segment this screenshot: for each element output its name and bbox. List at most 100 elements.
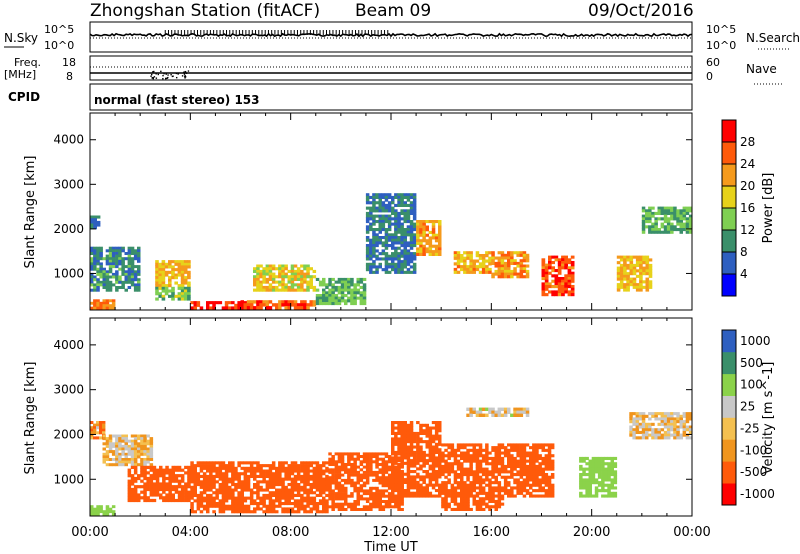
data-cell xyxy=(412,459,417,463)
data-cell xyxy=(111,306,116,310)
data-cell xyxy=(400,461,404,465)
data-cell xyxy=(287,275,291,279)
data-cell xyxy=(369,468,373,472)
data-cell xyxy=(491,459,495,463)
data-cell xyxy=(365,214,370,218)
data-cell xyxy=(441,467,445,471)
data-cell xyxy=(679,225,683,229)
data-cell xyxy=(284,300,288,304)
data-cell xyxy=(96,215,101,219)
data-cell xyxy=(281,303,285,307)
data-cell xyxy=(99,301,103,305)
data-cell xyxy=(409,260,414,264)
data-cell xyxy=(406,209,411,213)
data-cell xyxy=(478,262,483,266)
data-cell xyxy=(133,286,138,289)
data-cell xyxy=(475,254,480,258)
data-cell xyxy=(585,462,589,466)
data-cell xyxy=(256,496,260,500)
data-cell xyxy=(406,195,411,199)
data-cell xyxy=(193,464,197,468)
data-cell xyxy=(190,469,194,473)
data-cell xyxy=(570,266,575,270)
data-cell xyxy=(372,198,376,202)
data-cell xyxy=(325,285,329,289)
data-cell xyxy=(391,486,395,490)
data-cell xyxy=(447,464,451,468)
data-cell xyxy=(249,493,254,497)
data-cell xyxy=(381,252,386,256)
data-cell xyxy=(516,253,520,257)
data-cell xyxy=(400,203,404,207)
data-cell xyxy=(309,461,313,465)
data-cell xyxy=(271,303,276,307)
data-cell xyxy=(529,456,533,460)
data-cell xyxy=(115,249,119,253)
data-cell xyxy=(579,491,583,495)
data-cell xyxy=(312,469,317,473)
data-cell xyxy=(93,254,97,258)
data-cell xyxy=(507,489,511,493)
data-cell xyxy=(306,472,310,476)
data-cell xyxy=(663,420,668,424)
data-cell xyxy=(444,462,448,466)
data-cell xyxy=(224,504,229,508)
data-cell xyxy=(199,510,204,514)
data-cell xyxy=(265,272,270,276)
data-cell xyxy=(118,460,122,464)
data-cell xyxy=(438,440,442,444)
data-cell xyxy=(202,499,207,503)
data-cell xyxy=(259,264,263,268)
data-cell xyxy=(538,446,542,450)
data-cell xyxy=(237,477,241,481)
data-cell xyxy=(108,257,113,261)
data-cell xyxy=(224,499,229,503)
data-cell xyxy=(268,300,273,304)
data-cell xyxy=(353,465,357,469)
data-cell xyxy=(494,486,498,490)
noise-right-label: N.Search xyxy=(746,31,800,45)
data-cell xyxy=(438,459,442,463)
data-cell xyxy=(497,451,502,455)
data-cell xyxy=(645,261,650,265)
data-cell xyxy=(187,260,191,264)
data-cell xyxy=(532,470,536,474)
data-cell xyxy=(538,489,542,493)
noise-right-tick-bottom: 10^0 xyxy=(706,39,736,52)
data-cell xyxy=(400,434,404,438)
data-cell xyxy=(365,254,370,258)
data-cell xyxy=(206,469,210,473)
freq-point xyxy=(152,77,154,79)
data-cell xyxy=(96,423,100,427)
data-cell xyxy=(651,414,655,418)
data-cell xyxy=(256,466,260,470)
data-cell xyxy=(497,413,502,417)
data-cell xyxy=(444,507,448,511)
data-cell xyxy=(387,254,392,258)
data-cell xyxy=(378,228,382,232)
data-cell xyxy=(365,465,370,469)
data-cell xyxy=(177,482,182,486)
data-cell xyxy=(425,247,429,251)
data-cell xyxy=(387,460,392,464)
data-cell xyxy=(149,463,154,467)
data-cell xyxy=(660,436,665,440)
data-cell xyxy=(554,290,559,294)
data-cell xyxy=(281,466,285,470)
data-cell xyxy=(547,448,552,452)
data-cell xyxy=(525,475,530,479)
data-cell xyxy=(648,412,652,416)
data-cell xyxy=(275,488,279,492)
data-cell xyxy=(626,274,630,278)
data-cell xyxy=(328,470,332,474)
data-cell xyxy=(99,249,103,253)
data-cell xyxy=(547,464,552,468)
data-cell xyxy=(460,451,464,455)
data-cell xyxy=(444,443,448,447)
data-cell xyxy=(171,493,175,497)
data-cell xyxy=(478,499,483,503)
data-cell xyxy=(567,285,572,289)
data-cell xyxy=(180,278,185,282)
data-cell xyxy=(218,491,223,495)
data-cell xyxy=(597,462,602,466)
